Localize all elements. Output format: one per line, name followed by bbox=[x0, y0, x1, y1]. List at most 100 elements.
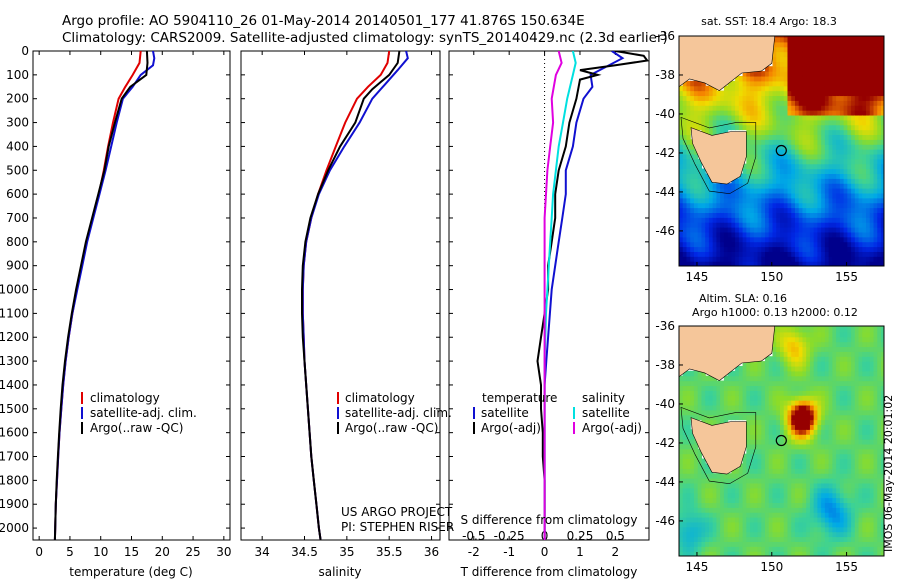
field-cell bbox=[783, 202, 789, 209]
field-cell bbox=[847, 129, 852, 136]
field-cell bbox=[881, 497, 884, 503]
field-cell bbox=[813, 326, 819, 328]
field-cell bbox=[824, 192, 830, 199]
field-cell bbox=[693, 375, 699, 382]
field-cell bbox=[881, 51, 884, 58]
field-cell bbox=[701, 85, 706, 92]
field-cell bbox=[817, 158, 822, 165]
field-cell bbox=[873, 361, 878, 367]
field-cell bbox=[824, 351, 830, 357]
field-cell bbox=[746, 231, 751, 238]
field-cell bbox=[757, 453, 762, 460]
field-cell bbox=[679, 429, 684, 435]
field-cell bbox=[877, 61, 882, 67]
field-cell bbox=[783, 414, 789, 421]
field-cell bbox=[839, 51, 845, 58]
field-cell bbox=[854, 400, 860, 406]
field-cell bbox=[768, 163, 774, 170]
field-cell bbox=[828, 105, 833, 111]
field-cell bbox=[847, 71, 852, 77]
field-cell bbox=[720, 551, 725, 556]
field-cell bbox=[828, 197, 833, 204]
x-tick-label: 0 bbox=[541, 545, 549, 559]
field-cell bbox=[869, 375, 875, 382]
field-cell bbox=[735, 212, 740, 218]
field-cell bbox=[802, 346, 807, 352]
field-cell bbox=[705, 473, 710, 479]
field-cell bbox=[809, 124, 815, 131]
field-cell bbox=[824, 380, 830, 387]
field-cell bbox=[705, 478, 710, 484]
field-cell bbox=[821, 236, 826, 243]
field-cell bbox=[828, 414, 833, 421]
field-cell bbox=[828, 36, 833, 38]
field-cell bbox=[787, 222, 792, 228]
field-cell bbox=[858, 468, 863, 474]
field-cell bbox=[839, 448, 845, 455]
field-cell bbox=[765, 119, 770, 126]
field-cell bbox=[854, 361, 860, 367]
field-cell bbox=[843, 375, 848, 382]
field-cell bbox=[765, 478, 770, 484]
field-cell bbox=[765, 429, 770, 435]
field-cell bbox=[866, 222, 871, 228]
field-cell bbox=[753, 236, 759, 243]
field-cell bbox=[869, 139, 875, 145]
field-cell bbox=[806, 251, 811, 257]
field-cell bbox=[768, 434, 774, 440]
field-cell bbox=[877, 458, 882, 465]
field-cell bbox=[813, 458, 819, 465]
field-cell bbox=[828, 502, 833, 508]
field-cell bbox=[817, 375, 822, 382]
field-cell bbox=[821, 400, 826, 406]
field-cell bbox=[806, 458, 811, 465]
field-cell bbox=[809, 414, 815, 421]
field-cell bbox=[798, 419, 804, 426]
x-tick-label: 1 bbox=[576, 545, 584, 559]
field-cell bbox=[742, 390, 747, 396]
field-cell bbox=[802, 236, 807, 243]
field-cell bbox=[776, 531, 781, 538]
field-cell bbox=[738, 105, 744, 111]
field-cell bbox=[690, 434, 695, 440]
field-cell bbox=[794, 380, 800, 387]
field-cell bbox=[690, 541, 695, 547]
field-cell bbox=[832, 212, 837, 218]
field-cell bbox=[832, 419, 837, 426]
field-cell bbox=[712, 188, 718, 194]
field-cell bbox=[772, 356, 777, 362]
field-cell bbox=[761, 71, 766, 77]
field-cell bbox=[735, 178, 740, 184]
field-cell bbox=[738, 222, 744, 228]
field-cell bbox=[854, 404, 860, 411]
field-cell bbox=[813, 551, 819, 556]
field-cell bbox=[824, 80, 830, 87]
field-cell bbox=[802, 95, 807, 101]
field-cell bbox=[735, 390, 740, 396]
field-cell bbox=[798, 521, 804, 528]
field-cell bbox=[679, 497, 684, 503]
field-cell bbox=[742, 375, 747, 382]
field-cell bbox=[798, 468, 804, 474]
field-cell bbox=[705, 183, 710, 189]
field-cell bbox=[679, 458, 684, 465]
field-cell bbox=[877, 502, 882, 508]
field-cell bbox=[839, 158, 845, 165]
field-cell bbox=[798, 153, 804, 160]
field-cell bbox=[701, 536, 706, 542]
field-cell bbox=[682, 463, 688, 469]
field-cell bbox=[858, 453, 863, 460]
field-cell bbox=[791, 75, 796, 82]
field-cell bbox=[738, 551, 744, 556]
field-cell bbox=[839, 536, 845, 542]
field-cell bbox=[813, 114, 819, 121]
field-cell bbox=[731, 85, 736, 92]
field-cell bbox=[723, 241, 729, 248]
field-cell bbox=[723, 231, 729, 238]
field-cell bbox=[783, 419, 789, 426]
field-cell bbox=[824, 139, 830, 145]
field-cell bbox=[843, 168, 848, 175]
field-cell bbox=[858, 41, 863, 48]
field-cell bbox=[798, 119, 804, 126]
field-cell bbox=[839, 163, 845, 170]
